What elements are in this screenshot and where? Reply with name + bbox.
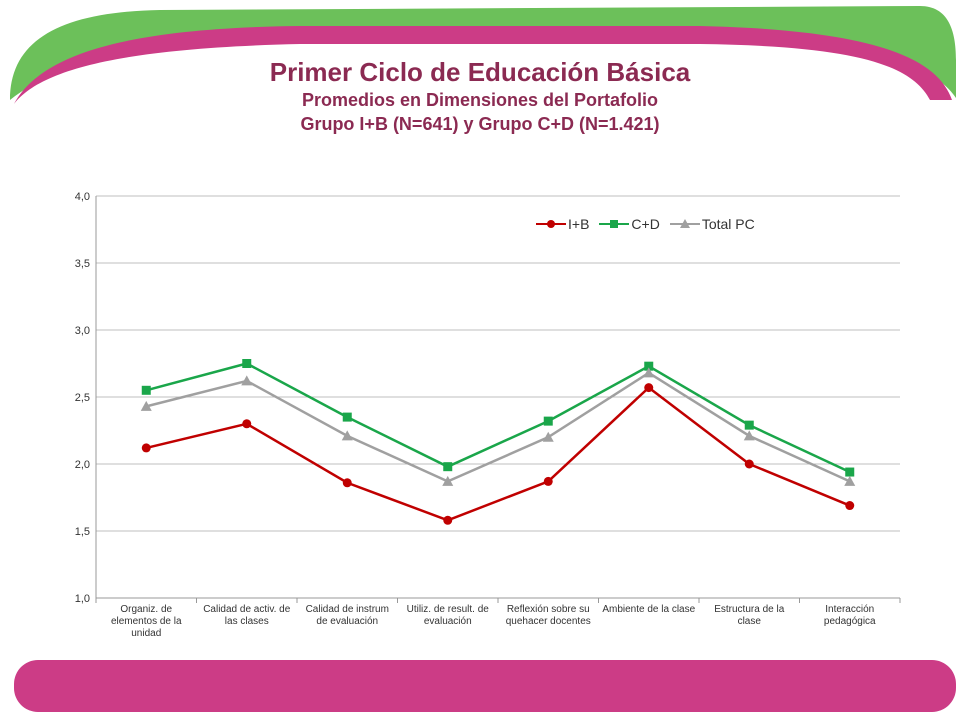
y-tick-label: 1,0: [75, 593, 90, 605]
data-point-cd: [543, 416, 553, 426]
x-tick-label: Estructura de la clase: [714, 604, 785, 627]
data-point-total: [844, 475, 856, 486]
y-tick-label: 3,0: [75, 325, 90, 337]
x-tick-label: Interacción pedagógica: [823, 604, 876, 627]
data-point-ib: [342, 478, 352, 488]
x-tick-label: Calidad de instrum de evaluación: [305, 604, 389, 627]
legend-item-ib: I+B: [536, 216, 589, 232]
legend-marker-ib: [536, 220, 566, 228]
data-point-ib: [141, 443, 151, 453]
x-tick-label: Ambiente de la clase: [602, 604, 696, 615]
legend-item-total: Total PC: [669, 216, 755, 232]
slide-title: Primer Ciclo de Educación Básica: [269, 57, 691, 87]
legend-marker-cd: [599, 220, 630, 228]
data-point-cd: [141, 385, 151, 395]
x-tick-label: Calidad de activ. de las clases: [203, 604, 291, 627]
data-point-total: [241, 375, 253, 386]
y-tick-label: 2,5: [75, 392, 90, 404]
slide-subtitle-groups: Grupo I+B (N=641) y Grupo C+D (N=1.421): [300, 114, 660, 134]
slide-subtitle: Promedios en Dimensiones del Portafolio: [301, 90, 659, 110]
title-block: Primer Ciclo de Educación Básica Promedi…: [0, 56, 960, 136]
data-point-cd: [744, 420, 754, 430]
data-point-ib: [744, 459, 754, 469]
data-point-total: [542, 431, 554, 442]
legend-label-cd: C+D: [631, 216, 660, 232]
chart-legend: I+B C+D Total PC: [536, 216, 755, 232]
data-point-total: [140, 400, 152, 411]
data-point-total: [743, 430, 755, 441]
x-tick-label: Utiliz. de result. de evaluación: [406, 604, 489, 627]
data-point-total: [341, 430, 353, 441]
x-tick-label: Reflexión sobre su quehacer docentes: [505, 604, 591, 627]
series-line-1: [145, 385, 851, 522]
data-point-cd: [342, 412, 352, 422]
x-tick-label: Organiz. de elementos de la unidad: [110, 604, 182, 639]
data-point-cd: [242, 359, 252, 368]
y-tick-label: 3,5: [75, 258, 90, 270]
y-tick-label: 4,0: [75, 191, 90, 203]
data-point-ib: [443, 515, 453, 525]
data-point-cd: [644, 361, 654, 371]
y-tick-label: 1,5: [75, 526, 90, 538]
bottom-pink-band: [14, 660, 956, 712]
y-tick-label: 2,0: [75, 459, 90, 471]
legend-item-cd: C+D: [599, 216, 660, 232]
legend-label-total: Total PC: [701, 216, 755, 232]
top-pink-band: [14, 26, 952, 104]
legend-label-ib: I+B: [568, 216, 590, 232]
data-point-ib: [242, 419, 252, 429]
data-point-ib: [543, 476, 553, 486]
data-point-cd: [845, 467, 855, 477]
data-point-cd: [443, 462, 453, 472]
data-point-ib: [644, 383, 654, 393]
data-point-ib: [845, 501, 855, 511]
series-line-3: [145, 371, 851, 483]
series-line-2: [145, 362, 851, 474]
data-point-total: [442, 475, 454, 486]
legend-marker-total: [669, 219, 700, 228]
data-point-total: [643, 367, 655, 378]
